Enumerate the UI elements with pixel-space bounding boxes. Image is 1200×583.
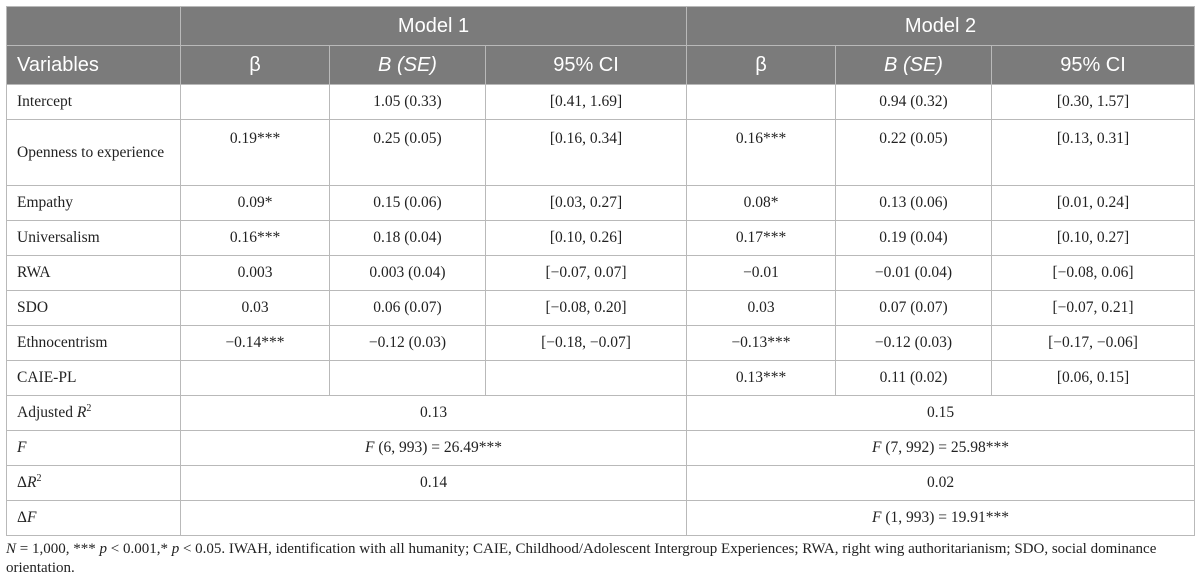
m1-ci: [0.03, 0.27] [485, 185, 687, 221]
m2-ci: [0.01, 0.24] [991, 185, 1195, 221]
row-label: Intercept [6, 84, 181, 120]
m1-beta: 0.19*** [180, 119, 330, 186]
m1-beta: −0.14*** [180, 325, 330, 361]
summary-row-delta-r2: ΔR2 0.14 0.02 [6, 465, 1195, 501]
m1-beta: 0.003 [180, 255, 330, 291]
m2-bse: 0.13 (0.06) [835, 185, 992, 221]
m2-beta: −0.13*** [686, 325, 836, 361]
m2-bse-header: B (SE) [835, 45, 992, 85]
regression-table: Model 1 Model 2 Variables β B (SE) 95% C… [6, 6, 1195, 536]
m2-ci: [0.06, 0.15] [991, 360, 1195, 396]
variables-header: Variables [6, 45, 181, 85]
empty-header-cell [6, 6, 181, 46]
m2-bse: 0.22 (0.05) [835, 119, 992, 186]
m1-bse: 1.05 (0.33) [329, 84, 486, 120]
table-row: Ethnocentrism −0.14*** −0.12 (0.03) [−0.… [6, 325, 1195, 361]
row-label: Ethnocentrism [6, 325, 181, 361]
table-row: RWA 0.003 0.003 (0.04) [−0.07, 0.07] −0.… [6, 255, 1195, 291]
m2-beta: 0.16*** [686, 119, 836, 186]
row-label: RWA [6, 255, 181, 291]
row-label: F [6, 430, 181, 466]
m2-beta: 0.17*** [686, 220, 836, 256]
m2-ci: [0.30, 1.57] [991, 84, 1195, 120]
m1-bse-header: B (SE) [329, 45, 486, 85]
row-label: Universalism [6, 220, 181, 256]
m1-ci: [0.41, 1.69] [485, 84, 687, 120]
m2-ci: [−0.17, −0.06] [991, 325, 1195, 361]
m2-bse: 0.11 (0.02) [835, 360, 992, 396]
model-1-header: Model 1 [180, 6, 687, 46]
m1-bse: −0.12 (0.03) [329, 325, 486, 361]
m2-beta: 0.08* [686, 185, 836, 221]
m2-value: F (1, 993) = 19.91*** [686, 500, 1195, 536]
m2-bse: −0.12 (0.03) [835, 325, 992, 361]
column-header-row: Variables β B (SE) 95% CI β B (SE) 95% C… [6, 45, 1195, 85]
m1-beta [180, 360, 330, 396]
table-row: SDO 0.03 0.06 (0.07) [−0.08, 0.20] 0.03 … [6, 290, 1195, 326]
m2-bse: 0.19 (0.04) [835, 220, 992, 256]
m1-beta: 0.09* [180, 185, 330, 221]
m2-ci-header: 95% CI [991, 45, 1195, 85]
m2-ci: [−0.08, 0.06] [991, 255, 1195, 291]
summary-row-f: F F (6, 993) = 26.49*** F (7, 992) = 25.… [6, 430, 1195, 466]
m1-bse: 0.06 (0.07) [329, 290, 486, 326]
table-row: CAIE-PL 0.13*** 0.11 (0.02) [0.06, 0.15] [6, 360, 1195, 396]
m1-ci [485, 360, 687, 396]
m1-ci-header: 95% CI [485, 45, 687, 85]
m1-beta: 0.03 [180, 290, 330, 326]
m2-ci: [0.10, 0.27] [991, 220, 1195, 256]
m1-ci: [−0.08, 0.20] [485, 290, 687, 326]
m2-bse: 0.07 (0.07) [835, 290, 992, 326]
table-row: Universalism 0.16*** 0.18 (0.04) [0.10, … [6, 220, 1195, 256]
m1-ci: [−0.18, −0.07] [485, 325, 687, 361]
regression-table-container: Model 1 Model 2 Variables β B (SE) 95% C… [6, 6, 1195, 536]
table-row: Intercept 1.05 (0.33) [0.41, 1.69] 0.94 … [6, 84, 1195, 120]
m1-value [180, 500, 687, 536]
m2-ci: [0.13, 0.31] [991, 119, 1195, 186]
row-label: ΔR2 [6, 465, 181, 501]
row-label: Openness to experience [6, 119, 181, 186]
m1-ci: [0.10, 0.26] [485, 220, 687, 256]
m1-beta [180, 84, 330, 120]
summary-row-adjusted-r2: Adjusted R2 0.13 0.15 [6, 395, 1195, 431]
m1-beta: 0.16*** [180, 220, 330, 256]
m2-value: 0.02 [686, 465, 1195, 501]
row-label: ΔF [6, 500, 181, 536]
m2-beta: 0.03 [686, 290, 836, 326]
m2-bse: 0.94 (0.32) [835, 84, 992, 120]
m1-bse [329, 360, 486, 396]
m1-bse: 0.18 (0.04) [329, 220, 486, 256]
m1-value: F (6, 993) = 26.49*** [180, 430, 687, 466]
m2-beta: 0.13*** [686, 360, 836, 396]
m1-value: 0.13 [180, 395, 687, 431]
row-label: SDO [6, 290, 181, 326]
m1-ci: [−0.07, 0.07] [485, 255, 687, 291]
summary-row-delta-f: ΔF F (1, 993) = 19.91*** [6, 500, 1195, 536]
m2-value: 0.15 [686, 395, 1195, 431]
m2-beta: −0.01 [686, 255, 836, 291]
row-label: Empathy [6, 185, 181, 221]
model-2-header: Model 2 [686, 6, 1195, 46]
m1-bse: 0.003 (0.04) [329, 255, 486, 291]
table-row: Openness to experience 0.19*** 0.25 (0.0… [6, 119, 1195, 186]
row-label: Adjusted R2 [6, 395, 181, 431]
m1-value: 0.14 [180, 465, 687, 501]
table-footnote: N = 1,000, *** p < 0.001,* p < 0.05. IWA… [6, 541, 1157, 576]
m2-beta-header: β [686, 45, 836, 85]
table-row: Empathy 0.09* 0.15 (0.06) [0.03, 0.27] 0… [6, 185, 1195, 221]
m1-bse: 0.15 (0.06) [329, 185, 486, 221]
row-label: CAIE-PL [6, 360, 181, 396]
m2-bse: −0.01 (0.04) [835, 255, 992, 291]
m2-value: F (7, 992) = 25.98*** [686, 430, 1195, 466]
m1-bse: 0.25 (0.05) [329, 119, 486, 186]
m1-ci: [0.16, 0.34] [485, 119, 687, 186]
model-header-row: Model 1 Model 2 [6, 6, 1195, 46]
m2-beta [686, 84, 836, 120]
m2-ci: [−0.07, 0.21] [991, 290, 1195, 326]
m1-beta-header: β [180, 45, 330, 85]
